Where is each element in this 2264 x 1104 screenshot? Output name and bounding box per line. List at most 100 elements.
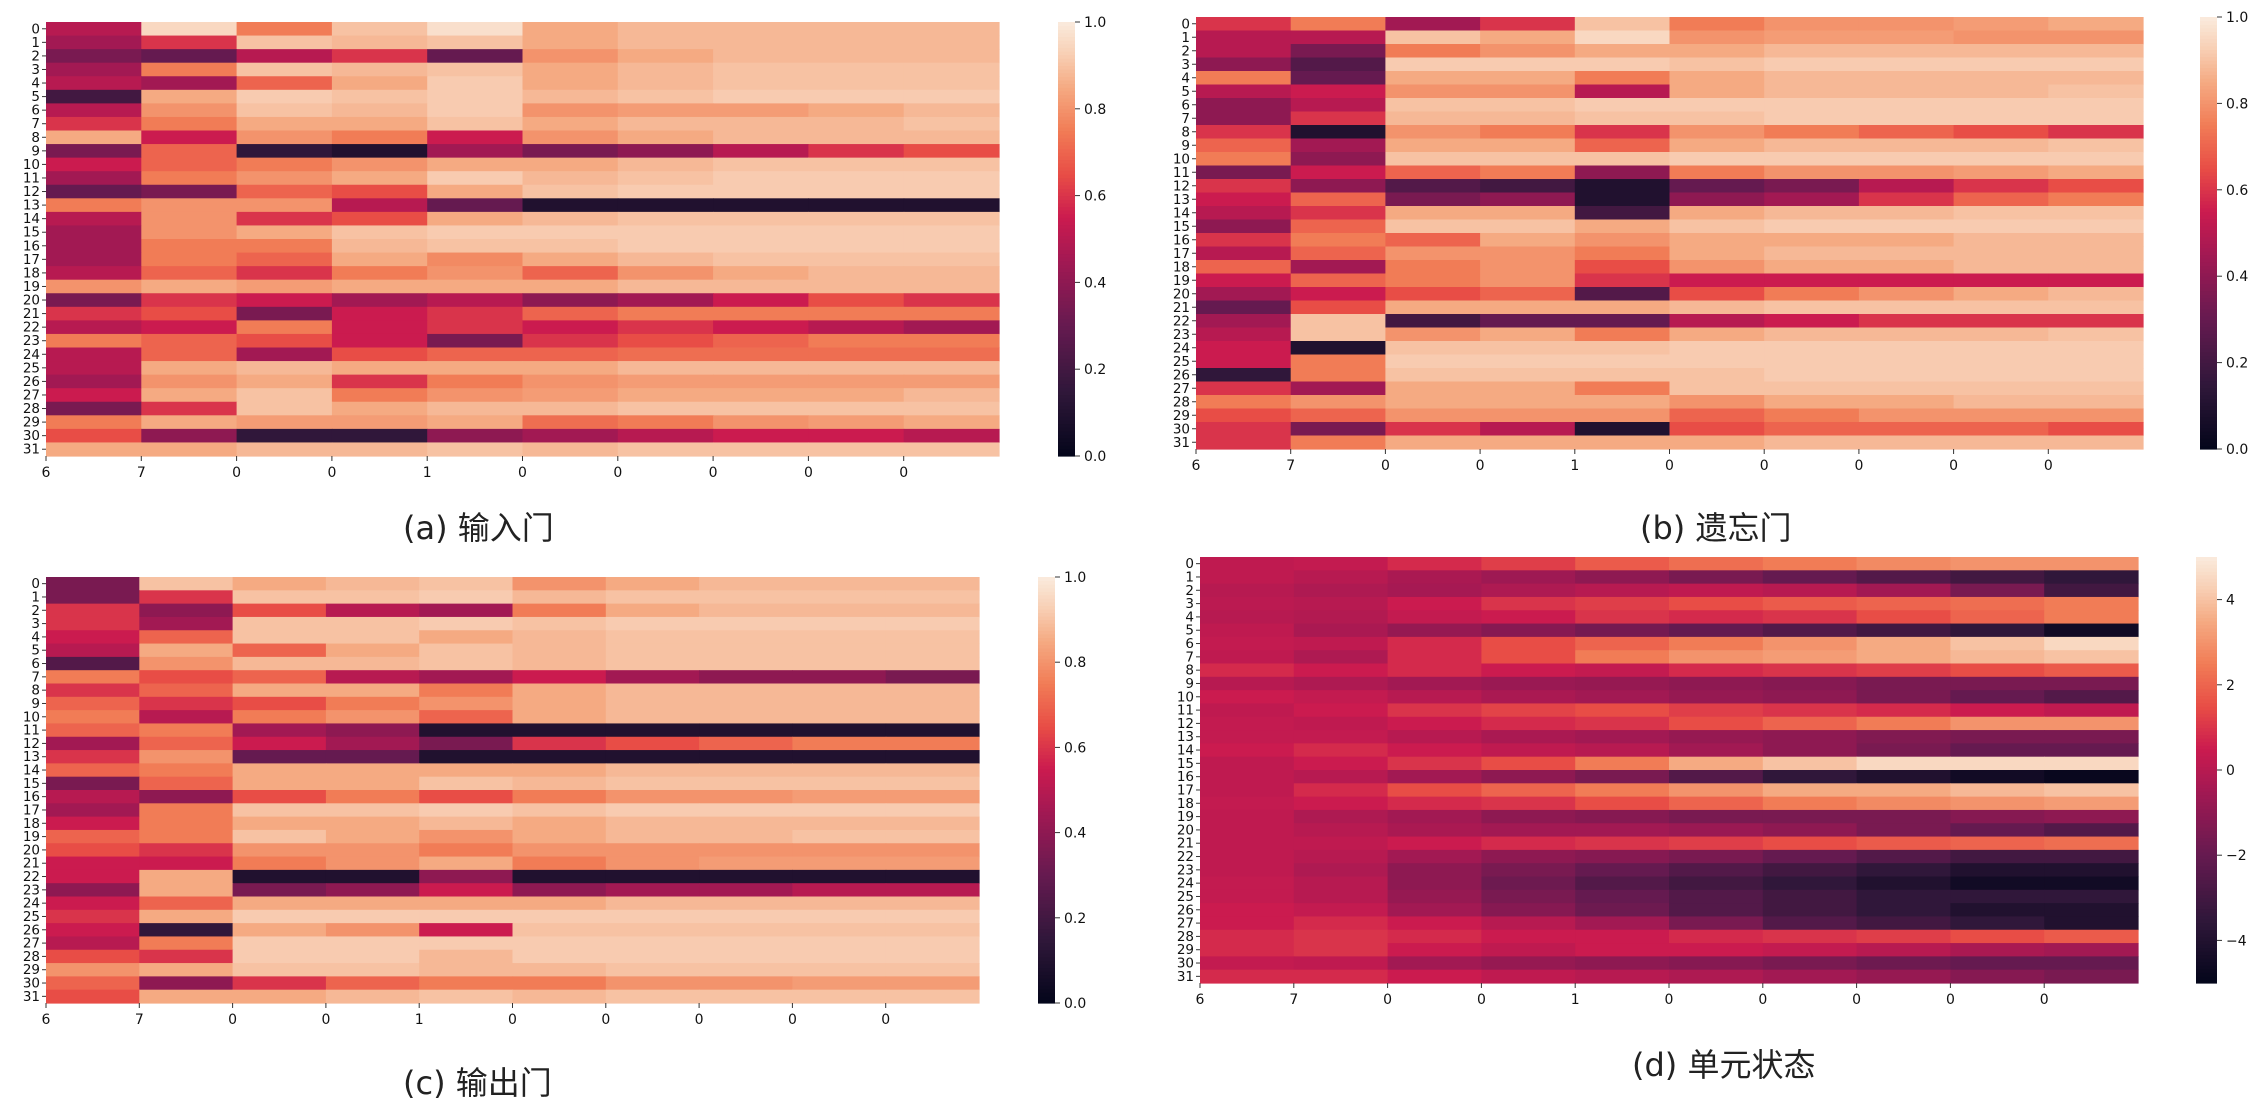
- heatmap-cell: [2048, 165, 2144, 180]
- heatmap-cell: [512, 803, 607, 818]
- heatmap-cell: [1387, 557, 1482, 571]
- heatmap-cell: [1200, 663, 1295, 678]
- colorbar-segment: [2200, 153, 2217, 158]
- heatmap-cell: [1293, 929, 1389, 944]
- heatmap-cell: [2048, 98, 2144, 113]
- colorbar-segment: [2196, 571, 2217, 576]
- heatmap-cell: [885, 630, 980, 645]
- colorbar-segment: [2196, 638, 2217, 643]
- heatmap-cell: [427, 293, 524, 308]
- heatmap-cell: [1953, 368, 2049, 383]
- heatmap-cell: [605, 630, 700, 645]
- colorbar-segment: [2200, 420, 2217, 425]
- heatmap-cell: [1669, 756, 1764, 771]
- heatmap-cell: [1290, 341, 1386, 356]
- colorbar-segment: [2196, 894, 2217, 899]
- heatmap-cell: [1762, 730, 1858, 744]
- heatmap-cell: [46, 76, 142, 91]
- colorbar-segment: [1058, 405, 1075, 410]
- heatmap-cell: [1950, 809, 2045, 824]
- heatmap-cell: [46, 171, 142, 186]
- heatmap-cell: [46, 306, 142, 321]
- colorbar-tick-label: 0.6: [2226, 183, 2248, 199]
- heatmap-cell: [1574, 44, 1671, 59]
- heatmap-cell: [1481, 796, 1576, 811]
- heatmap-cell: [605, 829, 700, 844]
- heatmap-cell: [1385, 368, 1481, 383]
- colorbar-segment: [2196, 603, 2217, 608]
- heatmap-cell: [512, 670, 607, 685]
- heatmap-cell: [1574, 246, 1671, 261]
- heatmap-cell: [1387, 596, 1482, 611]
- colorbar-segment: [2196, 833, 2217, 839]
- heatmap-cell: [512, 843, 607, 858]
- heatmap-cell: [1575, 703, 1670, 718]
- heatmap-cell: [1950, 943, 2045, 957]
- heatmap-cell: [1575, 903, 1670, 918]
- y-tick-label: 24: [1173, 340, 1190, 356]
- heatmap-cell: [512, 643, 607, 658]
- heatmap-cell: [1387, 863, 1482, 878]
- colorbar-segment: [1058, 445, 1075, 450]
- y-tick-label: 24: [1177, 876, 1194, 892]
- colorbar-segment: [1058, 347, 1075, 352]
- heatmap-cell: [1387, 809, 1482, 824]
- heatmap-cell: [139, 963, 234, 977]
- colorbar-segment: [1058, 336, 1075, 341]
- heatmap-cell: [617, 35, 714, 50]
- heatmap-cell: [1385, 206, 1481, 221]
- heatmap-cell: [792, 976, 887, 991]
- heatmap-cell: [1858, 206, 1955, 221]
- colorbar-segment: [2196, 940, 2217, 945]
- colorbar-segment: [2196, 667, 2217, 672]
- colorbar-segment: [2196, 557, 2217, 562]
- heatmap-cell: [2044, 836, 2139, 851]
- heatmap-cell: [792, 909, 887, 924]
- heatmap-cell: [1574, 300, 1671, 315]
- heatmap-cell: [605, 949, 700, 964]
- colorbar-segment: [1058, 239, 1075, 244]
- y-tick-label: 10: [23, 709, 40, 725]
- colorbar-segment: [1058, 199, 1075, 204]
- heatmap-cell: [1764, 152, 1860, 167]
- heatmap-cell: [1669, 636, 1764, 651]
- heatmap-cell: [792, 577, 887, 591]
- colorbar-segment: [1058, 159, 1075, 164]
- colorbar-segment: [2200, 211, 2217, 216]
- heatmap-cell: [419, 949, 514, 964]
- x-tick-label: 0: [1760, 458, 1769, 474]
- colorbar-segment: [2196, 613, 2217, 618]
- colorbar-segment: [2200, 323, 2217, 328]
- colorbar-segment: [2200, 81, 2217, 86]
- heatmap-cell: [325, 923, 420, 938]
- colorbar-segment: [2196, 848, 2217, 853]
- colorbar-segment: [1058, 361, 1075, 367]
- heatmap-cell: [236, 239, 333, 254]
- colorbar-segment: [1038, 616, 1055, 621]
- heatmap-cell: [1200, 809, 1295, 824]
- heatmap-cell: [1669, 690, 1764, 705]
- colorbar-segment: [2200, 287, 2217, 292]
- colorbar-segment: [1038, 651, 1055, 656]
- heatmap-cell: [46, 428, 142, 444]
- heatmap-cell: [699, 896, 793, 911]
- y-tick-label: 16: [1177, 769, 1194, 785]
- heatmap-cell: [236, 116, 333, 132]
- heatmap-cell: [1764, 300, 1860, 315]
- heatmap-cell: [236, 49, 333, 64]
- heatmap-cell: [325, 989, 420, 1004]
- y-tick-label: 4: [31, 629, 40, 645]
- y-tick-label: 6: [1185, 636, 1194, 652]
- heatmap-cell: [1480, 422, 1576, 437]
- heatmap-cell: [2044, 889, 2139, 904]
- heatmap-cell: [1290, 300, 1386, 315]
- heatmap-cell: [1669, 395, 1765, 410]
- heatmap-cell: [1196, 408, 1292, 423]
- heatmap-cell: [792, 989, 887, 1004]
- heatmap-cell: [792, 803, 887, 818]
- colorbar-segment: [2200, 89, 2217, 94]
- heatmap-cell: [427, 35, 524, 50]
- heatmap-cell: [419, 896, 514, 911]
- heatmap-cell: [427, 442, 524, 457]
- colorbar-segment: [1038, 871, 1055, 876]
